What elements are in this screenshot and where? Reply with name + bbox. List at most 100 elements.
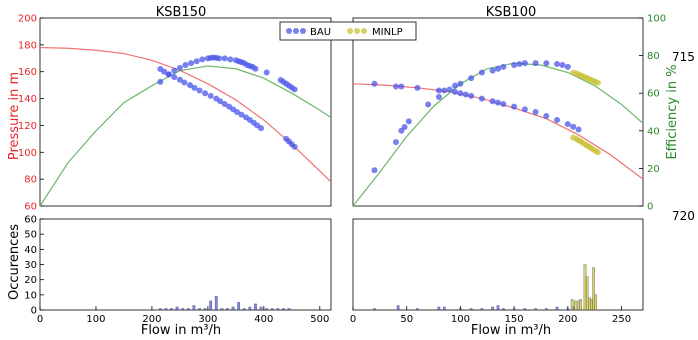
ytick-label-efficiency-0: 0 [647,202,653,213]
side-label-top: 715 [672,50,695,64]
plot-frames [39,17,644,311]
point-right-bau-efficiency-3 [401,124,408,131]
ytick-label-occ-10: 10 [24,290,37,301]
point-left-pressure-4 [176,76,183,83]
xtick-label-2-400: 400 [254,314,273,325]
ytick-label-pressure-160: 160 [18,67,37,78]
bar-3-minlp-0 [570,299,574,311]
point-right-bau-pressure-8 [462,91,469,98]
bar-3-bau-4 [443,306,446,311]
bar-2-bau-5 [186,308,190,311]
y-axis-label-occurences: Occurences [7,224,22,300]
y-axis-label-efficiency: Efficiency in % [665,64,680,159]
point-left-efficiency-14 [227,56,234,63]
chart-title-right: KSB100 [486,5,537,20]
x-axis-label-right: Flow in m³/h [471,323,551,338]
bar-2-bau-4 [181,308,185,311]
bar-2-bau-22 [282,308,285,311]
point-right-bau-efficiency-16 [516,61,523,68]
bar-3-bau-2 [416,308,419,311]
ytick-label-pressure-80: 80 [24,175,37,186]
ytick-label-occ-50: 50 [24,230,37,241]
point-left-efficiency-23 [263,69,270,76]
point-right-bau-efficiency-9 [457,80,464,87]
bar-3-bau-5 [459,308,462,311]
bar-2-bau-18 [259,306,263,311]
bar-2-bau-14 [237,302,241,311]
ytick-label-pressure-140: 140 [18,94,37,105]
bar-2-bau-0 [158,308,162,311]
ytick-label-pressure-100: 100 [18,148,37,159]
point-left-pressure-13 [221,100,228,107]
x-axis-label-left: Flow in m³/h [141,323,221,338]
point-right-bau-pressure-6 [452,88,459,95]
point-left-pressure-16 [233,109,240,115]
bar-3-bau-15 [555,306,559,311]
ytick-label-pressure-200: 200 [18,14,37,25]
point-left-pressure-10 [207,92,214,99]
ytick-label-occ-0: 0 [31,306,37,317]
xtick-label-2-300: 300 [198,314,217,325]
point-left-pressure-8 [196,87,203,94]
bar-2-bau-17 [254,303,257,311]
point-left-efficiency-2 [171,67,178,74]
point-left-efficiency-13 [221,55,228,62]
point-left-pressure-1 [161,68,168,75]
legend-marker-bau-1 [286,28,292,34]
point-right-bau-efficiency-15 [511,62,518,68]
bar-2-bau-12 [226,308,229,311]
point-right-bau-efficiency-19 [543,60,550,67]
xtick-label-3-200: 200 [558,314,577,325]
point-left-pressure-5 [181,79,188,86]
legend: BAU MINLP [279,21,417,41]
point-right-bau-pressure-16 [532,109,539,115]
bar-2-bau-9 [209,300,213,311]
point-left-efficiency-1 [165,71,172,78]
point-right-bau-efficiency-7 [446,86,453,93]
point-right-bau-efficiency-1 [392,139,399,146]
bar-3-bau-8 [491,306,494,311]
legend-marker-bau-2 [293,28,299,34]
y-axis-label-pressure: Pressure in m [7,72,22,160]
bar-2-bau-19 [265,308,268,311]
point-right-bau-pressure-13 [500,100,507,107]
plot-frame-3 [352,218,644,311]
bar-3-bau-6 [469,308,473,311]
point-right-bau-efficiency-8 [452,82,459,89]
ytick-label-efficiency-80: 80 [647,51,660,62]
bar-2-bau-11 [220,308,224,311]
plot-frame-1 [352,17,644,207]
point-left-efficiency-6 [193,58,200,65]
ytick-label-efficiency-100: 100 [647,14,666,25]
bar-3-minlp-2 [577,300,580,311]
ytick-label-efficiency-60: 60 [647,89,660,100]
bar-2-bau-13 [231,306,235,311]
efficiency-curve-left [39,65,332,207]
point-right-bau-efficiency-5 [425,101,432,108]
bar-2-bau-15 [242,308,246,311]
point-right-bau-pressure-11 [489,98,496,105]
point-right-bau-pressure-0 [371,80,378,87]
bar-3-bau-13 [534,308,537,311]
point-left-pressure-17 [238,111,245,118]
bar-3-bau-12 [523,308,527,311]
point-right-bau-pressure-18 [554,117,561,124]
point-left-efficiency-7 [199,56,206,63]
point-right-bau-pressure-9 [468,92,475,99]
bar-3-bau-9 [496,305,500,311]
point-right-bau-pressure-10 [478,95,485,102]
point-right-bau-efficiency-18 [532,60,539,67]
point-right-bau-pressure-12 [495,99,501,106]
side-label-bottom: 720 [672,209,695,223]
point-right-bau-efficiency-13 [495,65,501,72]
point-right-bau-efficiency-12 [489,67,496,74]
point-right-bau-pressure-15 [521,106,528,113]
bar-3-bau-16 [566,308,570,311]
point-left-efficiency-3 [176,64,183,71]
bar-3-minlp-5 [585,276,589,311]
point-right-bau-efficiency-20 [554,61,561,68]
point-right-bau-efficiency-6 [435,93,442,100]
bar-2-bau-6 [192,305,196,311]
legend-marker-minlp-2 [354,28,360,34]
legend-marker-bau-3 [300,28,306,34]
